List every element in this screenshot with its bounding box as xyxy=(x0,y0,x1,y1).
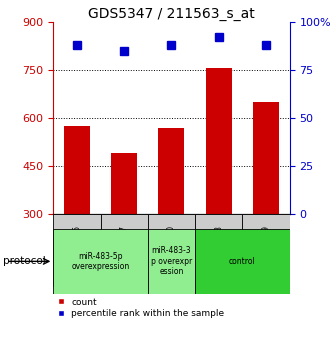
Legend: count, percentile rank within the sample: count, percentile rank within the sample xyxy=(53,294,228,322)
Bar xyxy=(64,126,90,214)
Bar xyxy=(101,214,148,287)
Text: protocol: protocol xyxy=(3,256,46,266)
Text: GSM1233787: GSM1233787 xyxy=(120,225,129,276)
Text: GSM1233790: GSM1233790 xyxy=(167,225,176,276)
Text: miR-483-5p
overexpression: miR-483-5p overexpression xyxy=(72,252,130,271)
Bar xyxy=(148,214,195,287)
Text: GSM1233786: GSM1233786 xyxy=(72,225,82,276)
Text: miR-483-3
p overexpr
ession: miR-483-3 p overexpr ession xyxy=(151,246,192,276)
Bar xyxy=(242,214,290,287)
Bar xyxy=(148,229,195,294)
Bar xyxy=(53,214,101,287)
Text: GSM1233789: GSM1233789 xyxy=(261,225,271,276)
Bar xyxy=(206,68,232,214)
Bar xyxy=(53,229,148,294)
Text: control: control xyxy=(229,257,256,266)
Bar xyxy=(159,128,184,214)
Title: GDS5347 / 211563_s_at: GDS5347 / 211563_s_at xyxy=(88,7,255,21)
Bar xyxy=(195,229,290,294)
Bar xyxy=(111,153,137,214)
Text: GSM1233788: GSM1233788 xyxy=(214,225,223,276)
Bar xyxy=(195,214,242,287)
Bar xyxy=(253,102,279,214)
